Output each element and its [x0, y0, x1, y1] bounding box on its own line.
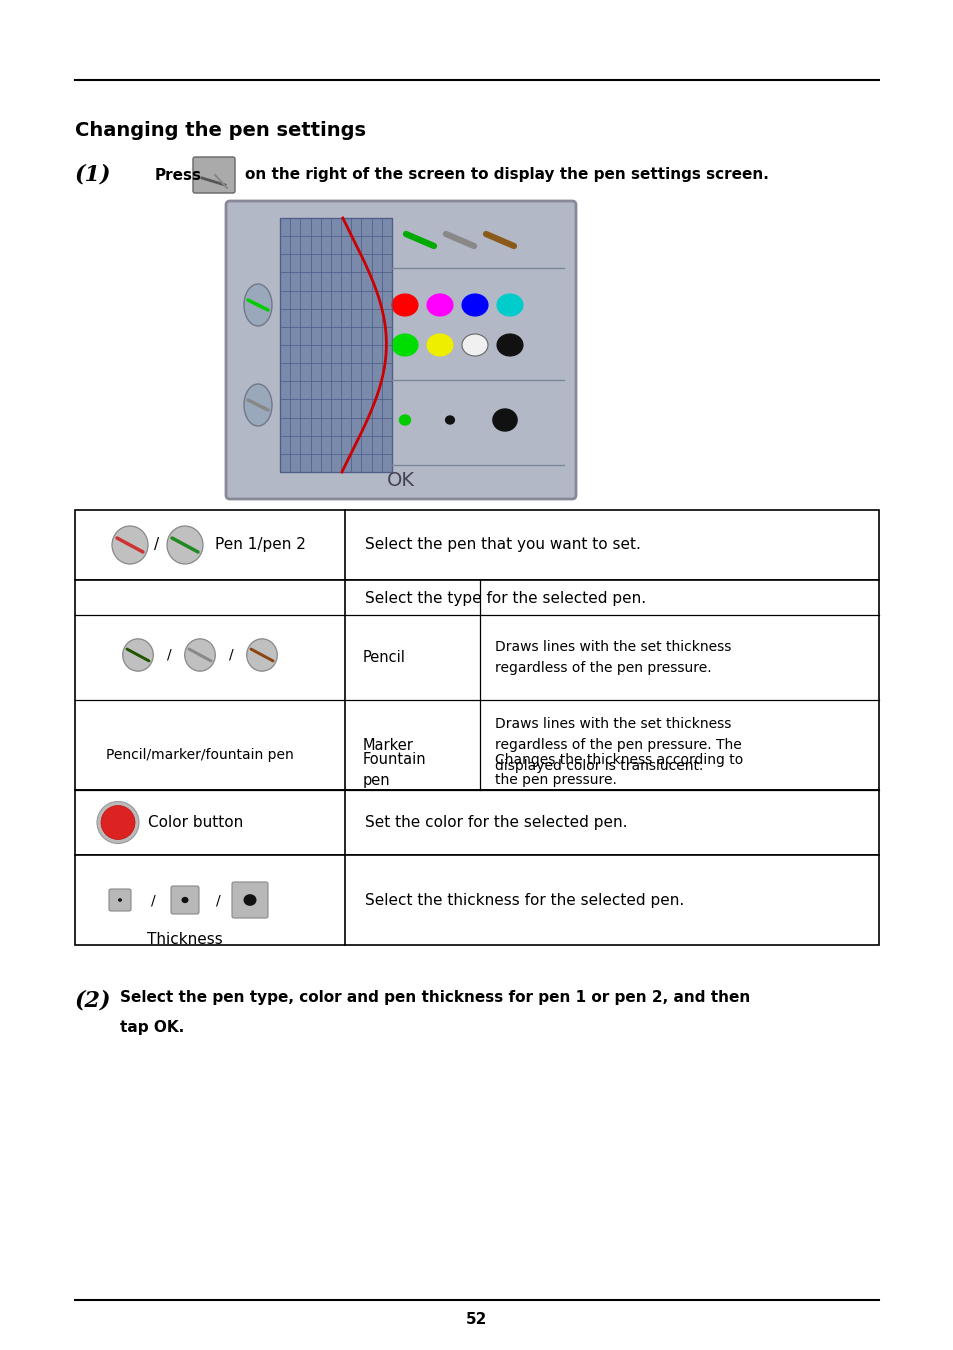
- Bar: [75, 580, 878, 790]
- Ellipse shape: [118, 898, 122, 902]
- Text: Press: Press: [154, 167, 202, 182]
- FancyBboxPatch shape: [109, 890, 131, 911]
- Ellipse shape: [392, 333, 417, 356]
- FancyBboxPatch shape: [171, 886, 199, 914]
- Text: /: /: [154, 537, 159, 552]
- Text: 52: 52: [466, 1312, 487, 1327]
- Bar: [75, 790, 878, 855]
- Text: Draws lines with the set thickness
regardless of the pen pressure. The
displayed: Draws lines with the set thickness regar…: [495, 717, 741, 772]
- Text: Select the pen that you want to set.: Select the pen that you want to set.: [365, 537, 640, 552]
- Ellipse shape: [445, 416, 454, 424]
- Text: (2): (2): [75, 990, 112, 1012]
- Ellipse shape: [123, 639, 153, 671]
- Text: Thickness: Thickness: [147, 933, 223, 948]
- Text: Color button: Color button: [148, 815, 243, 830]
- Ellipse shape: [461, 294, 488, 316]
- Ellipse shape: [497, 333, 522, 356]
- Ellipse shape: [399, 414, 410, 425]
- Ellipse shape: [493, 409, 517, 431]
- Text: /: /: [167, 648, 172, 662]
- Ellipse shape: [101, 806, 135, 840]
- Text: Select the type for the selected pen.: Select the type for the selected pen.: [365, 590, 645, 606]
- Text: Pencil: Pencil: [363, 649, 405, 666]
- FancyBboxPatch shape: [232, 882, 268, 918]
- FancyBboxPatch shape: [226, 201, 576, 500]
- Ellipse shape: [243, 894, 256, 906]
- Ellipse shape: [497, 294, 522, 316]
- Ellipse shape: [427, 294, 453, 316]
- Text: (1): (1): [75, 163, 112, 186]
- Bar: [280, 217, 392, 472]
- Bar: [75, 855, 878, 945]
- Text: Select the pen type, color and pen thickness for pen 1 or pen 2, and then: Select the pen type, color and pen thick…: [120, 990, 749, 1004]
- Ellipse shape: [247, 639, 277, 671]
- Ellipse shape: [112, 526, 148, 564]
- Text: /: /: [215, 892, 220, 907]
- Text: Pencil/marker/fountain pen: Pencil/marker/fountain pen: [106, 748, 294, 761]
- Ellipse shape: [181, 896, 189, 903]
- Ellipse shape: [185, 639, 215, 671]
- Ellipse shape: [461, 333, 488, 356]
- Ellipse shape: [244, 383, 272, 427]
- Text: on the right of the screen to display the pen settings screen.: on the right of the screen to display th…: [245, 167, 768, 182]
- Text: /: /: [229, 648, 233, 662]
- Text: Marker: Marker: [363, 737, 414, 752]
- Text: Draws lines with the set thickness
regardless of the pen pressure.: Draws lines with the set thickness regar…: [495, 640, 731, 675]
- Ellipse shape: [392, 294, 417, 316]
- Ellipse shape: [427, 333, 453, 356]
- Text: Set the color for the selected pen.: Set the color for the selected pen.: [365, 815, 627, 830]
- Text: Fountain
pen: Fountain pen: [363, 752, 426, 788]
- Text: Pen 1/pen 2: Pen 1/pen 2: [214, 537, 306, 552]
- Bar: [75, 510, 878, 580]
- FancyBboxPatch shape: [193, 157, 234, 193]
- Text: /: /: [151, 892, 155, 907]
- Text: Changes the thickness according to
the pen pressure.: Changes the thickness according to the p…: [495, 753, 742, 787]
- Text: Select the thickness for the selected pen.: Select the thickness for the selected pe…: [365, 892, 683, 907]
- Ellipse shape: [167, 526, 203, 564]
- Ellipse shape: [244, 284, 272, 325]
- Ellipse shape: [97, 802, 139, 844]
- Text: tap OK.: tap OK.: [120, 1021, 184, 1035]
- Text: Changing the pen settings: Changing the pen settings: [75, 120, 366, 139]
- Text: OK: OK: [387, 471, 415, 490]
